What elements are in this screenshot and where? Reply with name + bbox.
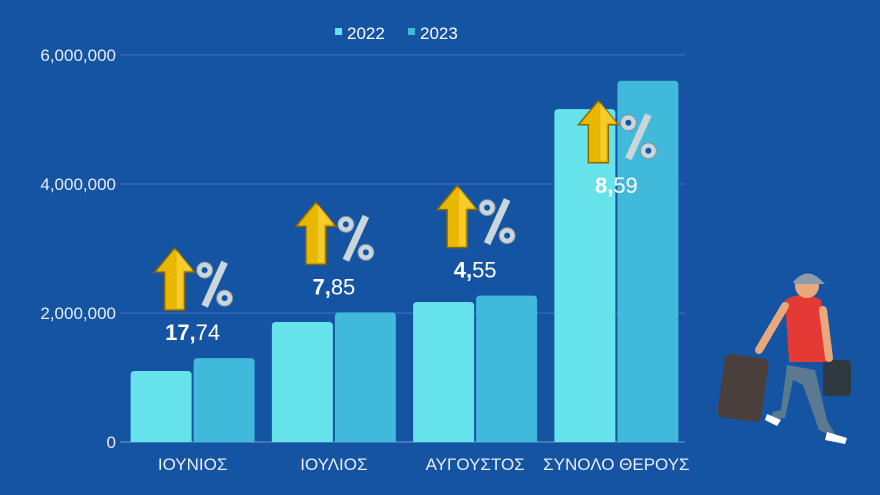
y-tick-label: 6,000,000 bbox=[40, 46, 116, 65]
legend-swatch bbox=[408, 28, 415, 35]
percent-change-label: 8,59 bbox=[595, 173, 638, 198]
bar-2023 bbox=[193, 358, 255, 442]
x-tick-label: ΙΟΥΛΙΟΣ bbox=[300, 455, 367, 474]
x-tick-label: ΙΟΥΝΙΟΣ bbox=[158, 455, 227, 474]
x-tick-label: ΑΥΓΟΥΣΤΟΣ bbox=[426, 455, 525, 474]
y-tick-label: 0 bbox=[107, 433, 116, 452]
percent-change-label: 7,85 bbox=[312, 274, 355, 299]
legend-swatch bbox=[335, 28, 342, 35]
x-tick-label: ΣΥΝΟΛΟ ΘΕΡΟΥΣ bbox=[543, 455, 689, 474]
legend-label: 2023 bbox=[420, 24, 458, 43]
arrow-up-percent-icon bbox=[435, 184, 516, 249]
percent-change-label: 4,55 bbox=[454, 258, 497, 283]
arrow-up-percent-icon bbox=[153, 246, 234, 311]
percent-change-label: 17,74 bbox=[165, 320, 220, 345]
bar-2022 bbox=[554, 109, 616, 443]
bar-2022 bbox=[413, 302, 475, 442]
bar-2022 bbox=[271, 322, 333, 442]
traveler-illustration bbox=[717, 273, 851, 444]
bar-2022 bbox=[130, 371, 192, 442]
arrow-up-percent-icon bbox=[294, 201, 375, 266]
arrow-up-percent-icon bbox=[576, 99, 657, 164]
y-tick-label: 4,000,000 bbox=[40, 175, 116, 194]
bar-2023 bbox=[476, 295, 538, 442]
bar-2023 bbox=[617, 80, 679, 443]
legend-label: 2022 bbox=[347, 24, 385, 43]
y-tick-label: 2,000,000 bbox=[40, 304, 116, 323]
bar-2023 bbox=[334, 312, 396, 442]
